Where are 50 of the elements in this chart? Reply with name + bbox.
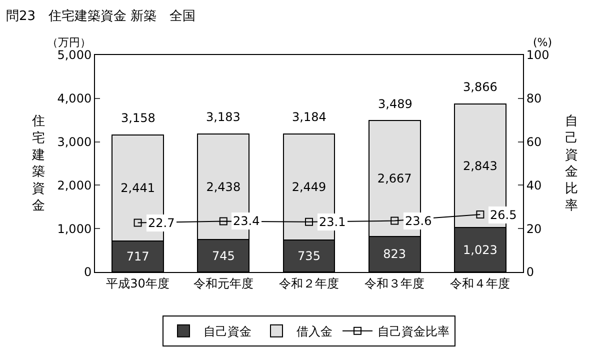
y-tick-label: 1,000: [57, 222, 92, 236]
x-tick-label: 平成30年度: [106, 276, 170, 290]
x-tick-label: 令和元年度: [193, 276, 254, 290]
data-label: 26.5: [490, 208, 517, 222]
data-label: 823: [383, 247, 406, 262]
legend-label: 借入金: [296, 324, 332, 339]
y-tick-label: 2,000: [57, 178, 92, 192]
data-label: 2,667: [377, 171, 412, 186]
y2-tick-label: 80: [526, 92, 542, 106]
data-label: 1,023: [463, 242, 498, 257]
point: [219, 217, 228, 226]
data-label: 2,843: [463, 158, 498, 173]
data-label: 23.1: [319, 215, 346, 229]
total-label: 3,183: [206, 110, 240, 124]
data-label: 2,438: [206, 180, 241, 194]
total-label: 3,866: [463, 80, 498, 94]
y-tick-label: 4,000: [57, 92, 92, 106]
total-label: 3,158: [121, 111, 156, 125]
point: [134, 218, 142, 227]
y2-tick-label: 20: [526, 222, 542, 236]
legend-label: 自己資金: [204, 324, 252, 339]
text: （万円）: [47, 36, 91, 49]
y2-tick-label: 40: [526, 178, 542, 192]
data-label: 23.6: [405, 214, 432, 228]
y-tick-label: 3,000: [57, 135, 92, 149]
x-tick-label: 令和４年度: [450, 276, 510, 290]
y2-tick-label: 60: [526, 135, 542, 149]
total-label: 3,489: [378, 97, 412, 111]
point: [305, 218, 313, 226]
data-label: 745: [212, 248, 235, 263]
x-tick-label: 令和３年度: [364, 276, 425, 290]
data-label: 22.7: [148, 216, 175, 230]
y-axis-title: 住宅建築資金: [31, 114, 45, 214]
data-label: 2,441: [120, 180, 155, 195]
data-label: 735: [298, 249, 320, 264]
data-label: 23.4: [233, 214, 260, 228]
y2-axis-title: 自己資金比率: [565, 114, 578, 214]
data-label: 717: [126, 249, 150, 264]
point: [476, 210, 484, 218]
chart-title: 問23 住宅建築資金 新築 全国: [6, 8, 196, 24]
total-label: 3,184: [292, 110, 326, 124]
y2-tick-label: 0: [526, 265, 534, 280]
text: (%): [533, 36, 552, 49]
data-label: 2,449: [292, 180, 326, 194]
legend-label: 自己資金比率: [378, 324, 450, 339]
y-tick-label: 0: [84, 265, 92, 280]
y-tick-label: 5,000: [57, 48, 92, 62]
y2-tick-label: 100: [526, 48, 550, 62]
point: [390, 216, 399, 225]
x-tick-label: 令和２年度: [279, 276, 339, 290]
